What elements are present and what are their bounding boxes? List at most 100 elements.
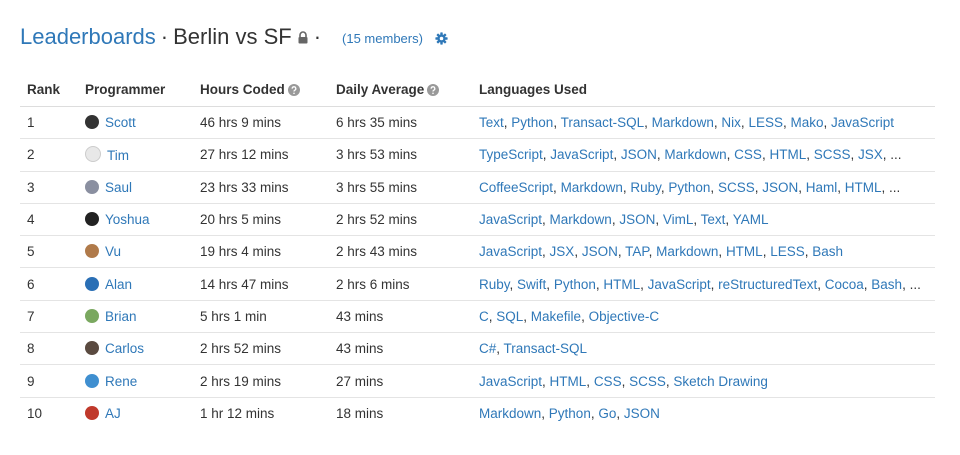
language-link[interactable]: HTML — [769, 147, 807, 163]
language-link[interactable]: JavaScript — [479, 244, 543, 260]
members-link[interactable]: (15 members) — [342, 30, 423, 46]
language-separator: , — [542, 244, 550, 260]
language-link[interactable]: Python — [511, 115, 554, 131]
language-separator: , — [640, 276, 648, 292]
language-link[interactable]: Cocoa — [824, 276, 864, 292]
leaderboard-name: Berlin vs SF — [173, 24, 292, 49]
language-link[interactable]: Markdown — [560, 179, 623, 195]
language-link[interactable]: SCSS — [717, 179, 755, 195]
language-link[interactable]: Ruby — [630, 179, 661, 195]
language-link[interactable]: Markdown — [664, 147, 727, 163]
language-link[interactable]: Mako — [790, 115, 824, 131]
row: 5 Vu 19 hrs 4 mins 2 hrs 43 mins JavaScript,… — [20, 235, 935, 269]
language-link[interactable]: Markdown — [651, 115, 714, 131]
language-link[interactable]: Bash — [871, 276, 903, 292]
language-link[interactable]: Python — [548, 405, 591, 421]
language-link[interactable]: HTML — [603, 276, 641, 292]
language-link[interactable]: SCSS — [813, 147, 851, 163]
language-link[interactable]: CoffeeScript — [479, 179, 554, 195]
programmer-link[interactable]: Carlos — [105, 341, 145, 357]
avatar[interactable] — [85, 212, 99, 227]
language-link[interactable]: JSON — [623, 405, 660, 421]
programmer-link[interactable]: AJ — [105, 405, 121, 421]
language-link[interactable]: JSON — [620, 147, 657, 163]
language-link[interactable]: Makefile — [530, 308, 582, 324]
language-link[interactable]: JSX — [858, 147, 883, 163]
language-link[interactable]: C — [479, 308, 489, 324]
leaderboards-link[interactable]: Leaderboards — [20, 24, 156, 49]
language-separator: , — [546, 276, 554, 292]
avatar[interactable] — [85, 146, 101, 163]
language-link[interactable]: VimL — [662, 212, 694, 228]
programmer-link[interactable]: Rene — [105, 373, 138, 389]
avatar[interactable] — [85, 373, 99, 388]
avatar[interactable] — [85, 341, 99, 356]
language-link[interactable]: HTML — [844, 179, 882, 195]
language-link[interactable]: HTML — [725, 244, 763, 260]
language-link[interactable]: JavaScript — [647, 276, 711, 292]
help-icon[interactable] — [427, 83, 440, 96]
language-link[interactable]: CSS — [593, 373, 622, 389]
language-link[interactable]: Swift — [517, 276, 547, 292]
daily-average: 3 hrs 55 mins — [329, 171, 472, 204]
language-link[interactable]: Text — [479, 115, 504, 131]
programmer-link[interactable]: Brian — [105, 308, 137, 324]
language-link[interactable]: TypeScript — [479, 147, 543, 163]
programmer-cell: Tim — [78, 138, 193, 172]
language-link[interactable]: SCSS — [629, 373, 666, 389]
avatar[interactable] — [85, 405, 99, 420]
column-header-text: Daily Average — [336, 81, 425, 97]
language-link[interactable]: JavaScript — [550, 147, 614, 163]
language-link[interactable]: Markdown — [549, 212, 612, 228]
language-link[interactable]: YAML — [732, 212, 769, 228]
language-link[interactable]: JSON — [619, 212, 656, 228]
language-separator: , — [693, 212, 701, 228]
languages-cell: Markdown, Python, Go, JSON — [472, 397, 935, 429]
programmer-link[interactable]: Yoshua — [105, 212, 150, 228]
language-link[interactable]: Transact-SQL — [503, 341, 588, 357]
row: 6 Alan 14 hrs 47 mins 2 hrs 6 mins Ruby, Swi… — [20, 267, 935, 301]
language-link[interactable]: JSON — [762, 179, 799, 195]
language-link[interactable]: LESS — [748, 115, 783, 131]
programmer-link[interactable]: Tim — [107, 148, 129, 164]
language-link[interactable]: Text — [700, 212, 726, 228]
language-link[interactable]: JSON — [581, 244, 618, 260]
avatar[interactable] — [85, 179, 99, 194]
programmer-link[interactable]: Saul — [105, 179, 133, 195]
language-link[interactable]: JSX — [549, 244, 575, 260]
language-link[interactable]: JavaScript — [479, 373, 543, 389]
programmer-link[interactable]: Scott — [105, 115, 136, 131]
language-link[interactable]: Sketch Drawing — [673, 373, 768, 389]
settings-icon[interactable] — [435, 31, 448, 45]
avatar[interactable] — [85, 115, 99, 130]
language-link[interactable]: Objective-C — [588, 308, 660, 324]
language-link[interactable]: CSS — [734, 147, 762, 163]
language-link[interactable]: Markdown — [656, 244, 719, 260]
language-separator: , — [655, 212, 663, 228]
language-link[interactable]: Nix — [721, 115, 741, 131]
language-link[interactable]: Bash — [812, 244, 844, 260]
language-link[interactable]: SQL — [496, 308, 524, 324]
language-link[interactable]: Transact-SQL — [560, 115, 645, 131]
programmer-link[interactable]: Vu — [105, 244, 122, 260]
language-link[interactable]: TAP — [625, 244, 649, 260]
avatar[interactable] — [85, 308, 99, 323]
language-link[interactable]: reStructuredText — [718, 276, 818, 292]
language-separator: , — [644, 115, 652, 131]
language-link[interactable]: Haml — [805, 179, 838, 195]
language-link[interactable]: JavaScript — [831, 115, 895, 131]
avatar[interactable] — [85, 244, 99, 259]
language-link[interactable]: Markdown — [479, 405, 542, 421]
help-icon[interactable] — [287, 83, 300, 96]
language-link[interactable]: Go — [598, 405, 617, 421]
avatar[interactable] — [85, 276, 99, 291]
language-link[interactable]: JavaScript — [479, 212, 543, 228]
language-link[interactable]: Python — [553, 276, 596, 292]
programmer-link[interactable]: Alan — [105, 276, 133, 292]
language-link[interactable]: C# — [479, 341, 497, 357]
language-link[interactable]: Python — [668, 179, 711, 195]
language-link[interactable]: HTML — [549, 373, 587, 389]
language-link[interactable]: Ruby — [479, 276, 510, 292]
language-link[interactable]: LESS — [770, 244, 805, 260]
